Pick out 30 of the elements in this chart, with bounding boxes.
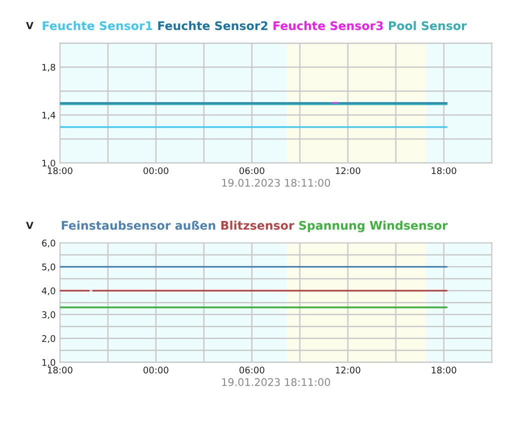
text: Blitzsensor [221,220,294,230]
text: Feuchte Sensor1 [42,21,152,30]
x-tick-label: 18:00 [432,167,456,174]
x-tick-label: 12:00 [336,366,360,374]
text: Feinstaubsensor außen [62,220,216,230]
y-tick-label: 3,0 [42,311,56,320]
y-tick-label: 5,0 [42,264,56,272]
y-tick-label: 6,0 [42,240,56,248]
y-tick-label: 1,8 [42,64,56,72]
text: Feuchte Sensor3 [274,21,383,30]
y-tick-label: 1,0 [42,160,56,168]
y-axis-title: V [26,22,34,30]
x-tick-label: 12:00 [336,167,360,174]
text: Feuchte Sensor2 [158,21,268,30]
x-tick-label: 00:00 [144,366,168,374]
x-tick-label: 00:00 [144,167,168,174]
y-tick-label: 1,0 [42,359,56,367]
x-tick-label: 18:00 [48,366,72,374]
text: Pool Sensor [389,21,467,30]
x-tick-label: 18:00 [48,167,72,174]
x-tick-label: 06:00 [239,167,264,174]
x-tick-label: 18:00 [432,366,456,374]
y-tick-label: 1,4 [42,112,56,120]
text: Spannung Windsensor [299,220,448,232]
x-axis-title: 19.01.2023 18:11:00 [222,178,330,187]
y-tick-label: 2,0 [42,335,56,343]
x-axis-title: 19.01.2023 18:11:00 [222,378,330,386]
y-axis-title: V [26,222,34,229]
x-tick-label: 06:00 [239,366,264,374]
y-tick-label: 4,0 [42,287,56,296]
